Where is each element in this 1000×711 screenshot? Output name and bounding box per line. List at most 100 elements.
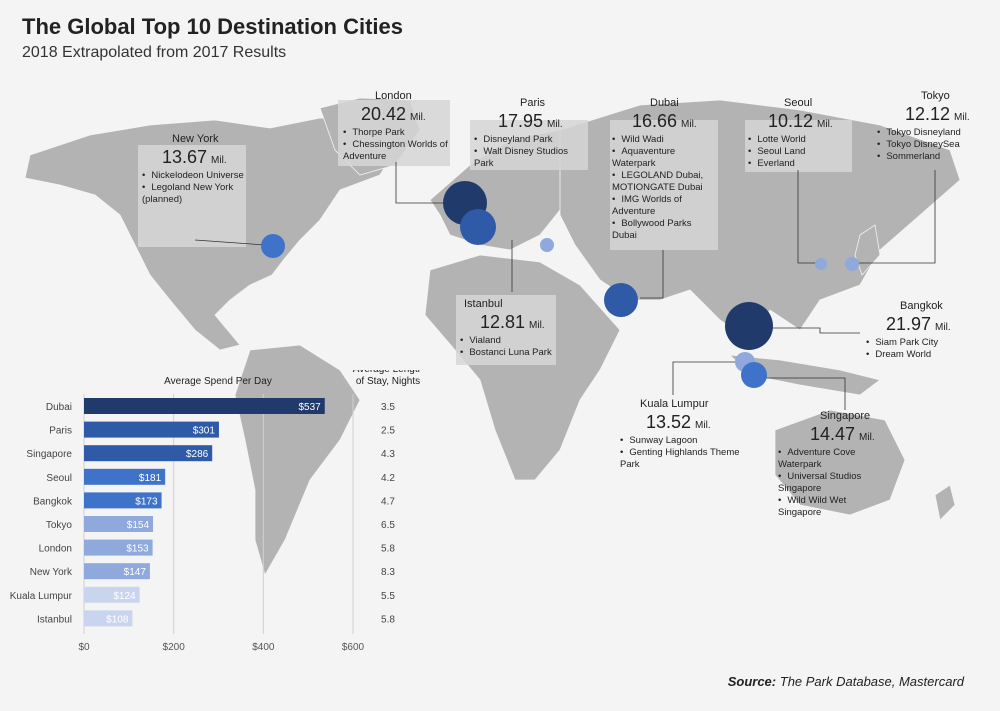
spend-bar — [84, 610, 133, 627]
category-label: Kuala Lumpur — [10, 591, 73, 602]
city-visitors: 12.81 Mil. — [480, 312, 545, 332]
stay-nights-value: 5.5 — [381, 591, 395, 602]
city-parks-list: Wild Wadi Aquaventure Waterpark LEGOLAND… — [612, 134, 716, 242]
category-label: Tokyo — [46, 520, 73, 531]
stay-column-title: Average Lengthof Stay, Nights — [353, 370, 420, 387]
park-item: Seoul Land — [748, 146, 850, 158]
category-label: London — [39, 544, 72, 555]
park-item: Genting Highlands Theme Park — [620, 447, 740, 471]
data-label: $286 — [186, 449, 209, 460]
category-label: New York — [30, 567, 73, 578]
japan-landmass — [854, 224, 881, 276]
city-parks-list: Tokyo DisneylandTokyo DisneySeaSommerlan… — [877, 127, 987, 163]
city-parks-list: Nickelodeon UniverseLegoland New York (p… — [142, 170, 248, 206]
category-label: Paris — [49, 426, 72, 437]
spend-bar — [84, 492, 162, 509]
park-item: Walt Disney Studios Park — [474, 146, 586, 170]
x-tick-label: $400 — [252, 642, 275, 653]
new-york-bubble — [261, 234, 285, 258]
city-name: Paris — [520, 97, 546, 109]
bangkok-bubble — [725, 302, 773, 350]
city-name: Kuala Lumpur — [640, 398, 709, 410]
seoul-bubble — [815, 258, 827, 270]
spend-bar — [84, 421, 219, 438]
city-parks-list: Sunway LagoonGenting Highlands Theme Par… — [620, 435, 740, 471]
data-label: $124 — [113, 591, 136, 602]
city-visitors: 21.97 Mil. — [886, 314, 951, 334]
city-name: Singapore — [820, 410, 871, 422]
city-visitors: 13.52 Mil. — [646, 412, 711, 432]
park-item: Sunway Lagoon — [620, 435, 740, 447]
x-tick-label: $200 — [163, 642, 186, 653]
kuala-lumpur-leader-line — [672, 361, 740, 395]
park-item: Wild Wild Wet Singapore — [778, 495, 888, 519]
average-spend-bar-chart: Average Spend Per Day Average Lengthof St… — [10, 370, 420, 653]
category-label: Istanbul — [37, 614, 72, 625]
category-label: Singapore — [26, 449, 72, 460]
park-item: IMG Worlds of Adventure — [612, 194, 716, 218]
singapore-bubble — [741, 362, 767, 388]
dubai-bubble — [604, 283, 638, 317]
city-visitors: 10.12 Mil. — [768, 111, 833, 131]
city-name: Bangkok — [900, 300, 943, 312]
city-visitors: 17.95 Mil. — [498, 111, 563, 131]
chart-title: Average Spend Per Day — [164, 376, 272, 387]
park-item: Tokyo Disneyland — [877, 127, 987, 139]
data-label: $301 — [193, 426, 216, 437]
park-item: Lotte World — [748, 134, 850, 146]
africa-landmass — [424, 254, 621, 481]
category-label: Dubai — [46, 402, 72, 413]
park-item: Chessington Worlds of Adventure — [343, 139, 453, 163]
city-parks-list: VialandBostanci Luna Park — [460, 335, 560, 359]
stay-nights-value: 3.5 — [381, 402, 395, 413]
singapore-leader-line — [760, 377, 846, 410]
spend-bar — [84, 398, 325, 414]
city-visitors: 13.67 Mil. — [162, 147, 227, 167]
stay-nights-value: 2.5 — [381, 426, 395, 437]
new-zealand-landmass — [934, 484, 956, 521]
stay-nights-value: 5.8 — [381, 614, 395, 625]
park-item: Dream World — [866, 349, 976, 361]
park-item: Adventure Cove Waterpark — [778, 447, 888, 471]
paris-bubble — [460, 209, 496, 245]
park-item: Universal Studios Singapore — [778, 471, 888, 495]
park-item: Siam Park City — [866, 337, 976, 349]
park-item: Vialand — [460, 335, 560, 347]
page-title: The Global Top 10 Destination Cities — [22, 14, 403, 39]
stay-nights-value: 4.7 — [381, 496, 395, 507]
park-item: Wild Wadi — [612, 134, 716, 146]
city-parks-list: Disneyland ParkWalt Disney Studios Park — [474, 134, 586, 170]
page-subtitle: 2018 Extrapolated from 2017 Results — [22, 44, 287, 61]
city-visitors: 20.42 Mil. — [361, 104, 426, 124]
city-name: New York — [172, 133, 219, 145]
park-item: Nickelodeon Universe — [142, 170, 248, 182]
city-name: Istanbul — [464, 298, 503, 310]
x-tick-label: $0 — [78, 642, 90, 653]
city-parks-list: Siam Park CityDream World — [866, 337, 976, 361]
istanbul-bubble — [540, 238, 554, 252]
spend-bar — [84, 539, 153, 556]
city-name: Seoul — [784, 97, 813, 109]
stay-nights-value: 4.3 — [381, 449, 395, 460]
x-tick-label: $600 — [342, 642, 365, 653]
spend-bar — [84, 468, 166, 485]
tokyo-leader-line — [856, 170, 936, 264]
data-label: $147 — [124, 567, 147, 578]
bangkok-leader-line — [770, 327, 860, 334]
park-item: Everland — [748, 158, 850, 170]
city-name: London — [375, 90, 412, 102]
park-item: LEGOLAND Dubai, MOTIONGATE Dubai — [612, 170, 716, 194]
data-label: $154 — [127, 520, 150, 531]
category-label: Seoul — [46, 473, 72, 484]
city-visitors: 14.47 Mil. — [810, 424, 875, 444]
dubai-leader-line — [640, 250, 664, 299]
data-label: $173 — [135, 496, 158, 507]
tokyo-bubble — [845, 257, 859, 271]
city-parks-list: Lotte WorldSeoul LandEverland — [748, 134, 850, 170]
